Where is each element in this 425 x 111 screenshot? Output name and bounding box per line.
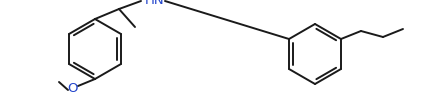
Text: HN: HN (145, 0, 164, 8)
Text: O: O (68, 81, 78, 94)
